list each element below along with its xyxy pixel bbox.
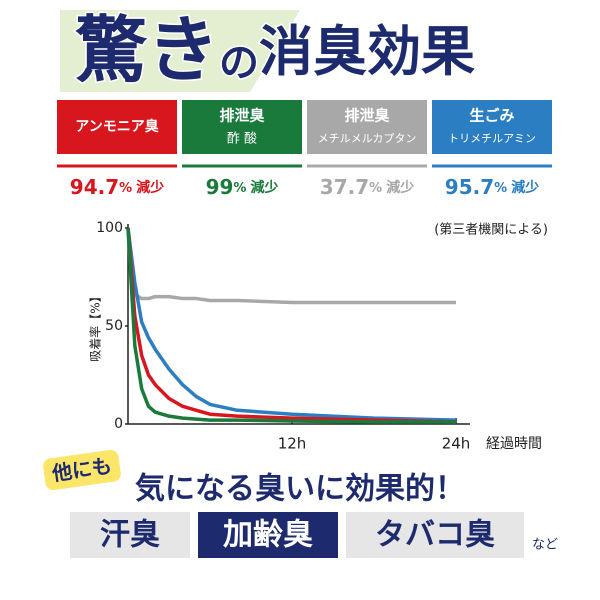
result-unit: %: [369, 181, 382, 196]
result-suffix: 減少: [250, 179, 278, 196]
tag-bg: [346, 512, 524, 558]
badge-line2: トリメチルアミン: [448, 132, 536, 145]
badge-line1: 排泄臭: [344, 107, 389, 125]
result-unit: %: [233, 181, 246, 196]
result-suffix: 減少: [511, 179, 539, 196]
y-axis-label: 吸着率【%】: [88, 290, 103, 361]
y-tick-label: 100: [96, 220, 123, 236]
tag-text: タバコ臭: [375, 518, 495, 553]
badge-result: 94.7% 減少: [70, 175, 164, 199]
y-tick-label: 50: [105, 318, 123, 334]
badge-bg: [43, 449, 121, 491]
result-value: 95.7: [445, 175, 494, 199]
result-unit: %: [494, 181, 507, 196]
tag-text: 加齢臭: [223, 518, 313, 553]
series-line: トリメチルアミン: [126, 227, 457, 422]
badge-line1: アンモニア臭: [75, 118, 159, 135]
more-text: など: [532, 538, 558, 553]
annotation: (第三者機関による): [434, 223, 548, 238]
title: 驚きの消臭効果: [75, 8, 475, 92]
badge-result: 99% 減少: [206, 175, 279, 199]
result-suffix: 減少: [136, 179, 164, 196]
other-badge: 他にも: [43, 449, 121, 491]
x-tick-label: 24h: [442, 435, 471, 453]
badge-bg: [57, 100, 177, 154]
x-axis-label: 経過時間: [486, 436, 542, 452]
tag-bg: [70, 512, 190, 558]
title-band: [60, 10, 300, 92]
result-value: 37.7: [320, 175, 369, 199]
badge-bg: [307, 100, 427, 154]
x-tick-label: 12h: [278, 435, 307, 453]
title-part: 驚き: [75, 8, 219, 92]
result-unit: %: [119, 181, 132, 196]
badge-bg: [432, 100, 552, 154]
badge-line1: 排泄臭: [219, 107, 264, 125]
badge-line2: メチルメルカプタン: [318, 132, 417, 145]
result-value: 99: [206, 175, 234, 199]
badge-result: 95.7% 減少: [445, 175, 539, 199]
tag-bg: [198, 512, 338, 558]
badge-line1: 生ごみ: [469, 107, 514, 125]
result-suffix: 減少: [386, 179, 414, 196]
badge-result: 37.7% 減少: [320, 175, 414, 199]
tags: 汗臭 加齢臭 タバコ臭: [70, 512, 524, 558]
headline: 気になる臭いに効果的！: [135, 472, 465, 507]
result-value: 94.7: [70, 175, 119, 199]
title-part: 消臭効果: [259, 20, 475, 83]
series-line: アンモニア: [126, 227, 457, 424]
badge-bg: [182, 100, 302, 154]
y-tick-label: 0: [114, 416, 123, 432]
series-line: メチルメルカプタン: [126, 227, 456, 305]
series-line: 酢酸: [126, 227, 456, 424]
title-part: の: [219, 40, 259, 86]
badge-line2: 酢 酸: [227, 132, 257, 147]
chart: (第三者機関による) 吸着率【%】 0 50 100 12h 24h 経過時間 メチルメルカプタ…: [88, 220, 549, 453]
tag-text: 汗臭: [100, 518, 160, 553]
